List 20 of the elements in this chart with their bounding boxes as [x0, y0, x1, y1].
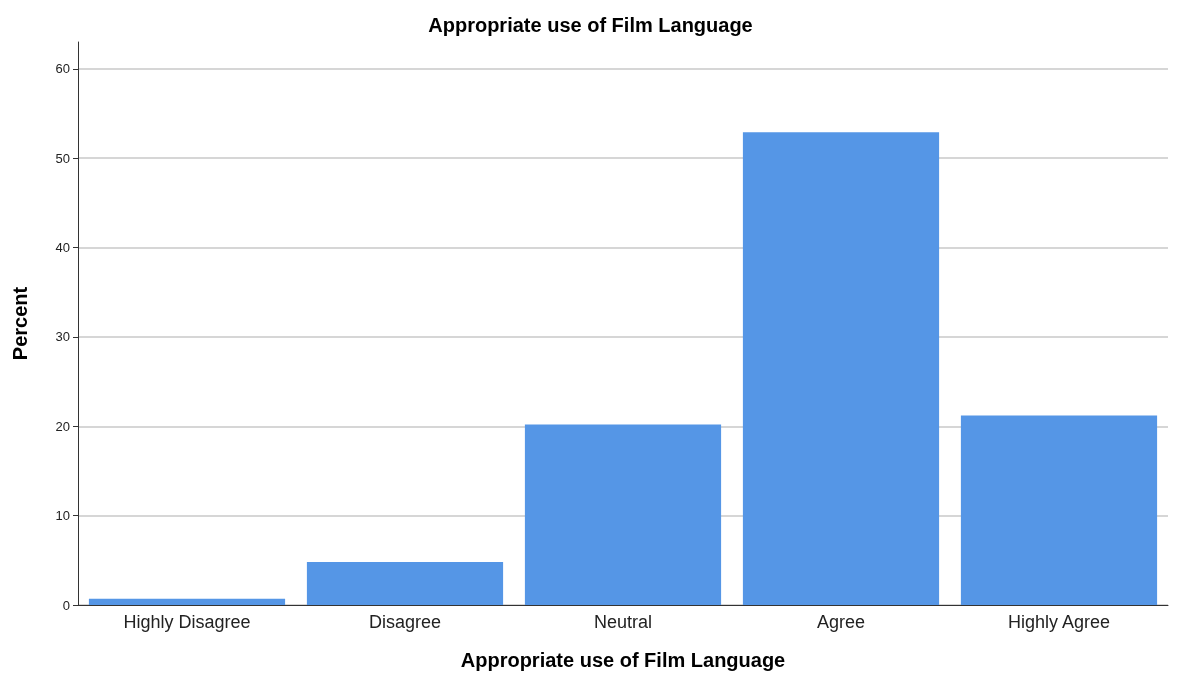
bar [742, 132, 940, 605]
x-tick-label: Highly Agree [1007, 612, 1111, 632]
bar [960, 415, 1158, 605]
y-tick-label: 20 [55, 418, 70, 434]
chart-title: Appropriate use of Film Language [428, 14, 753, 36]
y-tick-label: 40 [55, 240, 70, 256]
y-axis-title: Percent [9, 286, 31, 361]
x-tick-label: Highly Disagree [123, 612, 251, 632]
y-tick-label: 50 [55, 150, 70, 166]
bar [524, 424, 722, 605]
bar [306, 562, 504, 605]
y-tick-label: 60 [55, 61, 70, 77]
x-axis-title: Appropriate use of Film Language [460, 649, 786, 671]
y-tick-label: 30 [55, 329, 70, 345]
y-tick-label: 10 [55, 508, 70, 524]
bar [88, 598, 286, 605]
y-tick-label: 0 [62, 597, 70, 613]
x-tick-label: Disagree [368, 612, 442, 632]
x-tick-label: Agree [816, 612, 866, 632]
x-tick-label: Neutral [593, 612, 653, 632]
